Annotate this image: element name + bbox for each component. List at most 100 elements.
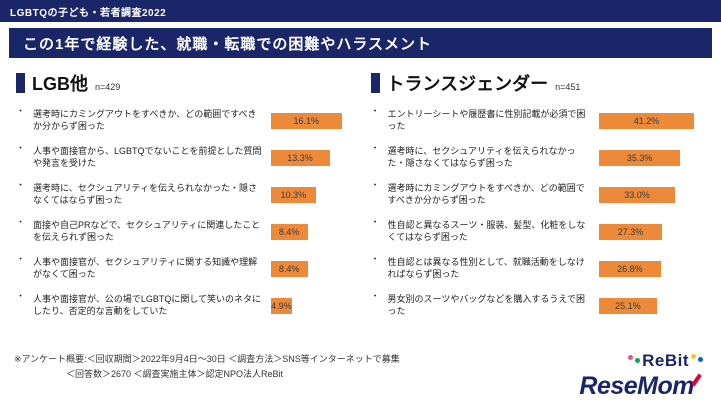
bar-area: 10.3% xyxy=(270,187,351,203)
section-transgender: トランスジェンダー n=451 ・ エントリーシートや履歴書に性別記載が必須で困… xyxy=(370,70,706,328)
bar-value-label: 8.4% xyxy=(278,227,300,237)
survey-item-row: ・ 選考時に、セクシュアリティを伝えられなかった・隠さなくてはならず困った 35… xyxy=(371,143,706,173)
item-label: エントリーシートや履歴書に性別記載が必須で困った xyxy=(387,109,586,131)
content-area: LGB他 n=429 ・ 選考時にカミングアウトをすべきか、どの範囲ですべきか分… xyxy=(0,58,721,328)
topbar-title: LGBTQの子ども・若者調査2022 xyxy=(10,7,167,19)
bar: 41.2% xyxy=(599,113,694,129)
bar: 27.3% xyxy=(599,224,662,240)
item-label: 性自認と異なるスーツ・服装、髪型、化粧をしなくてはならず困った xyxy=(387,220,586,242)
item-label: 人事や面接官が、セクシュアリティに関する知識や理解がなくて困った xyxy=(33,257,258,279)
rebit-confetti-icon xyxy=(635,357,641,363)
item-label: 選考時にカミングアウトをすべきか、どの範囲ですべきか分からず困った xyxy=(387,183,585,205)
bar-value-label: 26.8% xyxy=(617,264,643,274)
bar-value-label: 16.1% xyxy=(293,116,320,126)
section-header-lgb: LGB他 n=429 xyxy=(16,70,351,96)
item-label: 人事や面接官が、公の場でLGBTQに関して笑いのネタにしたり、否定的な言動をして… xyxy=(33,294,262,316)
bar: 25.1% xyxy=(599,298,657,314)
bar-area: 4.9% xyxy=(270,298,351,314)
item-label: 選考時にカミングアウトをすべきか、どの範囲ですべきか分からず困った xyxy=(33,109,257,131)
bar: 10.3% xyxy=(270,187,317,203)
bar-area: 8.4% xyxy=(270,224,351,240)
item-bullet: ・ xyxy=(16,106,26,116)
main-title-bar: この1年で経験した、就職・転職での困難やハラスメント xyxy=(9,28,712,58)
item-list-lgb: ・ 選考時にカミングアウトをすべきか、どの範囲ですべきか分からず困った 16.1… xyxy=(16,106,351,321)
survey-method-note: ※アンケート概要:＜回収期間＞2022年9月4日〜30日 ＜調査方法＞SNS等イ… xyxy=(14,352,400,381)
item-list-transgender: ・ エントリーシートや履歴書に性別記載が必須で困った 41.2% ・ 選考時に、… xyxy=(371,106,706,321)
rebit-logo: ReBit xyxy=(579,351,703,371)
survey-item-row: ・ 人事や面接官から、LGBTQでないことを前提とした質問や発言を受けた 13.… xyxy=(16,143,351,173)
bar-value-label: 8.4% xyxy=(278,264,300,274)
bar-value-label: 41.2% xyxy=(633,116,660,126)
bar-area: 16.1% xyxy=(270,113,351,129)
survey-item-row: ・ 性自認と異なるスーツ・服装、髪型、化粧をしなくてはならず困った 27.3% xyxy=(371,217,706,247)
section-header-transgender: トランスジェンダー n=451 xyxy=(370,70,706,96)
bar-value-label: 33.0% xyxy=(624,190,650,200)
item-bullet: ・ xyxy=(16,217,26,227)
page-title: この1年で経験した、就職・転職での困難やハラスメント xyxy=(23,35,433,53)
sample-size-transgender: n=451 xyxy=(555,81,581,92)
bar-value-label: 25.1% xyxy=(615,301,641,311)
item-bullet: ・ xyxy=(16,254,26,264)
section-lgb: LGB他 n=429 ・ 選考時にカミングアウトをすべきか、どの範囲ですべきか分… xyxy=(16,70,351,328)
bar: 16.1% xyxy=(270,113,343,129)
rebit-logo-text: ReBit xyxy=(642,351,689,370)
rebit-confetti-icon xyxy=(698,357,703,362)
item-label: 選考時に、セクシュアリティを伝えられなかった・隠さなくてはならず困った xyxy=(33,183,258,205)
item-bullet: ・ xyxy=(370,180,380,190)
item-label: 男女別のスーツやバッグなどを購入するうえで困った xyxy=(387,294,586,316)
bar-area: 35.3% xyxy=(599,150,705,166)
item-bullet: ・ xyxy=(16,143,26,153)
bar-value-label: 4.9% xyxy=(271,301,292,311)
note-line-1: ※アンケート概要:＜回収期間＞2022年9月4日〜30日 ＜調査方法＞SNS等イ… xyxy=(14,354,400,365)
item-bullet: ・ xyxy=(370,291,380,301)
section-title-transgender: トランスジェンダー xyxy=(386,74,549,94)
logo-block: ReBit ReseMom xyxy=(579,351,703,401)
resemom-logo: ReseMom xyxy=(579,372,703,401)
section-title-lgb: LGB他 xyxy=(32,74,88,94)
item-bullet: ・ xyxy=(16,291,26,301)
survey-item-row: ・ 人事や面接官が、セクシュアリティに関する知識や理解がなくて困った 8.4% xyxy=(16,254,351,284)
item-label: 面接や自己PRなどで、セクシュアリティに関連したことを伝えられず困った xyxy=(33,220,261,242)
item-bullet: ・ xyxy=(16,180,26,190)
section-marker-icon xyxy=(16,73,25,93)
bar: 8.4% xyxy=(270,224,308,240)
bar-value-label: 13.3% xyxy=(287,153,313,163)
sample-size-lgb: n=429 xyxy=(95,81,121,92)
bar-area: 41.2% xyxy=(599,113,705,129)
bar: 4.9% xyxy=(270,298,293,314)
bar: 13.3% xyxy=(270,150,330,166)
survey-item-row: ・ 人事や面接官が、公の場でLGBTQに関して笑いのネタにしたり、否定的な言動を… xyxy=(16,291,351,321)
bar-value-label: 27.3% xyxy=(617,227,644,237)
bar-area: 25.1% xyxy=(599,298,705,314)
bar-area: 27.3% xyxy=(599,224,705,240)
bar-value-label: 35.3% xyxy=(626,153,653,163)
section-marker-icon xyxy=(370,73,380,93)
survey-item-row: ・ 面接や自己PRなどで、セクシュアリティに関連したことを伝えられず困った 8.… xyxy=(16,217,351,247)
item-label: 人事や面接官から、LGBTQでないことを前提とした質問や発言を受けた xyxy=(33,146,262,168)
bar: 35.3% xyxy=(599,150,681,166)
note-line-2: ＜回答数＞2670 ＜調査実施主体＞認定NPO法人ReBit xyxy=(66,368,284,379)
bar-area: 13.3% xyxy=(270,150,351,166)
item-bullet: ・ xyxy=(370,143,380,153)
item-bullet: ・ xyxy=(370,254,380,264)
topbar: LGBTQの子ども・若者調査2022 xyxy=(0,0,721,22)
rebit-confetti-icon xyxy=(628,354,634,360)
bar: 8.4% xyxy=(270,261,308,277)
survey-item-row: ・ 性自認とは異なる性別として、就職活動をしなければならず困った 26.8% xyxy=(371,254,706,284)
item-bullet: ・ xyxy=(370,217,380,227)
bar-area: 26.8% xyxy=(599,261,705,277)
survey-item-row: ・ エントリーシートや履歴書に性別記載が必須で困った 41.2% xyxy=(371,106,706,136)
survey-item-row: ・ 選考時にカミングアウトをすべきか、どの範囲ですべきか分からず困った 33.0… xyxy=(371,180,706,210)
survey-item-row: ・ 選考時に、セクシュアリティを伝えられなかった・隠さなくてはならず困った 10… xyxy=(16,180,351,210)
item-label: 性自認とは異なる性別として、就職活動をしなければならず困った xyxy=(387,257,585,279)
bar: 26.8% xyxy=(599,261,661,277)
resemom-logo-text: ReseMom xyxy=(579,372,694,400)
bar: 33.0% xyxy=(599,187,676,203)
bar-area: 8.4% xyxy=(270,261,351,277)
item-bullet: ・ xyxy=(370,106,380,116)
rebit-confetti-icon xyxy=(691,353,696,359)
item-label: 選考時に、セクシュアリティを伝えられなかった・隠さなくてはならず困った xyxy=(387,146,576,168)
bar-value-label: 10.3% xyxy=(280,190,307,200)
bar-area: 33.0% xyxy=(599,187,705,203)
